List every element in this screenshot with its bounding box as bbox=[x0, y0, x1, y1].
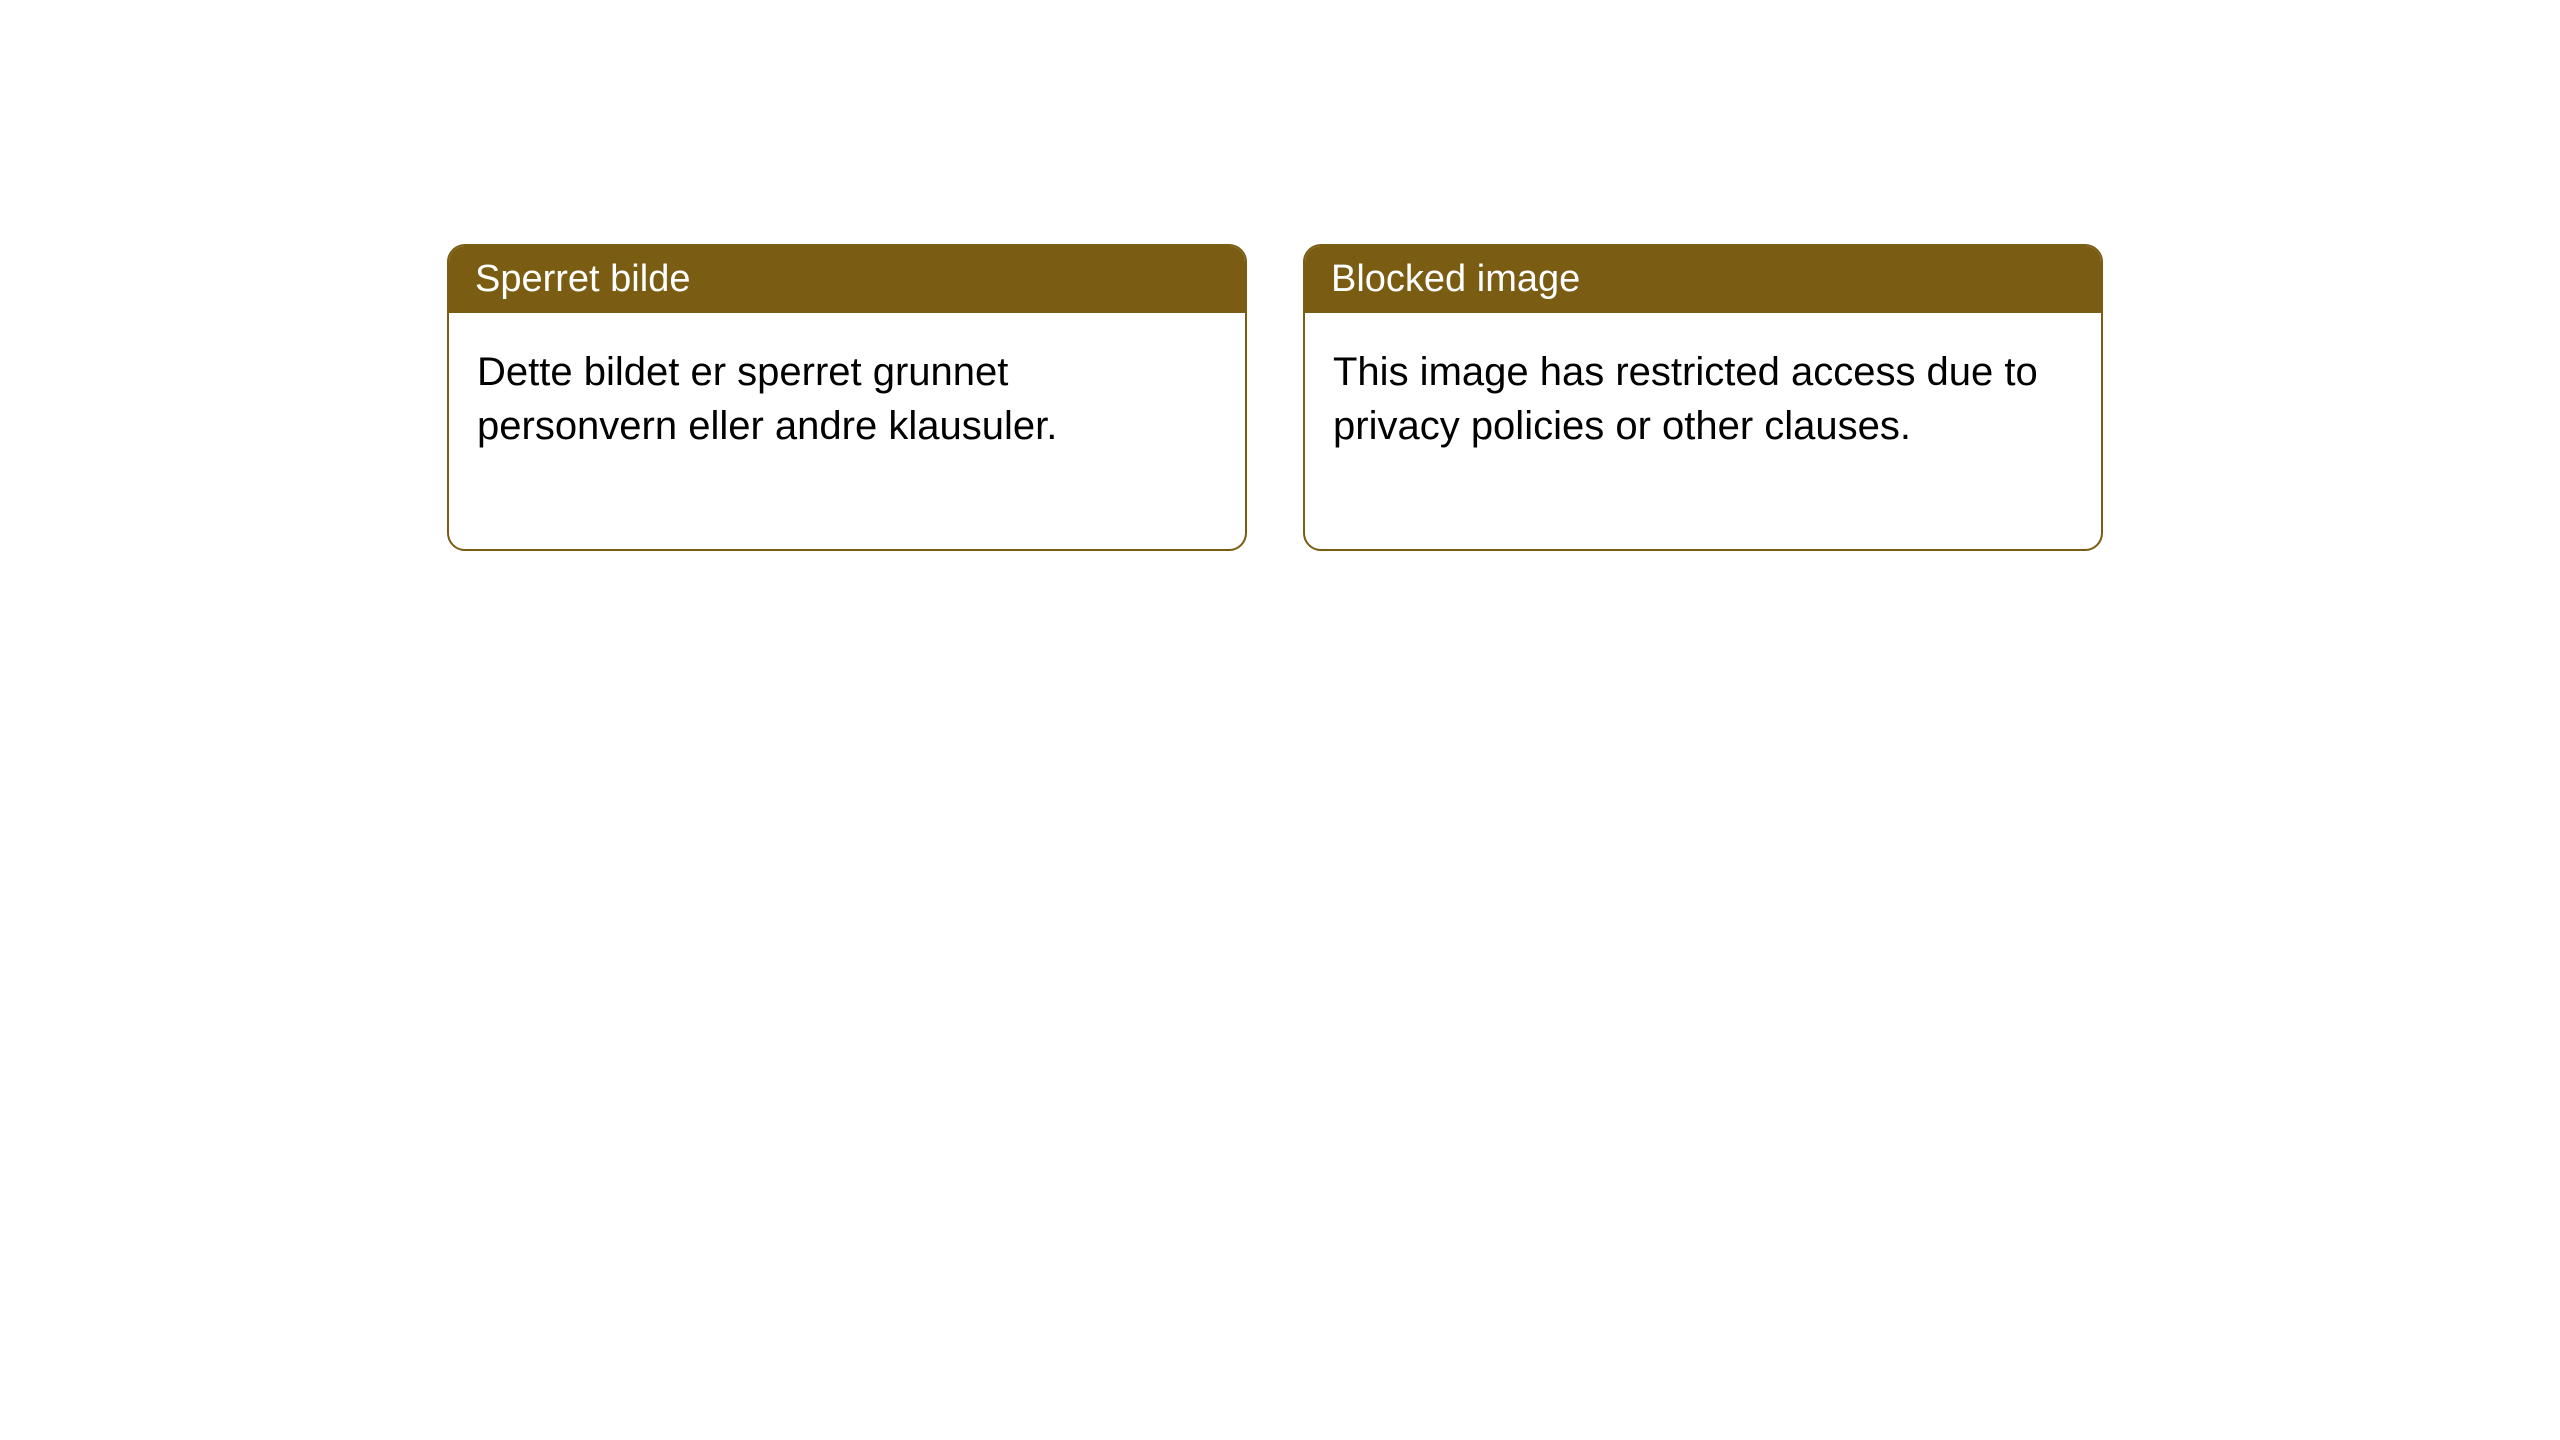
card-header-english: Blocked image bbox=[1305, 246, 2101, 313]
blocked-image-card-english: Blocked image This image has restricted … bbox=[1303, 244, 2103, 551]
card-body-norwegian: Dette bildet er sperret grunnet personve… bbox=[449, 313, 1245, 549]
card-header-norwegian: Sperret bilde bbox=[449, 246, 1245, 313]
blocked-image-card-norwegian: Sperret bilde Dette bildet er sperret gr… bbox=[447, 244, 1247, 551]
notice-cards-container: Sperret bilde Dette bildet er sperret gr… bbox=[447, 244, 2103, 551]
card-body-english: This image has restricted access due to … bbox=[1305, 313, 2101, 549]
